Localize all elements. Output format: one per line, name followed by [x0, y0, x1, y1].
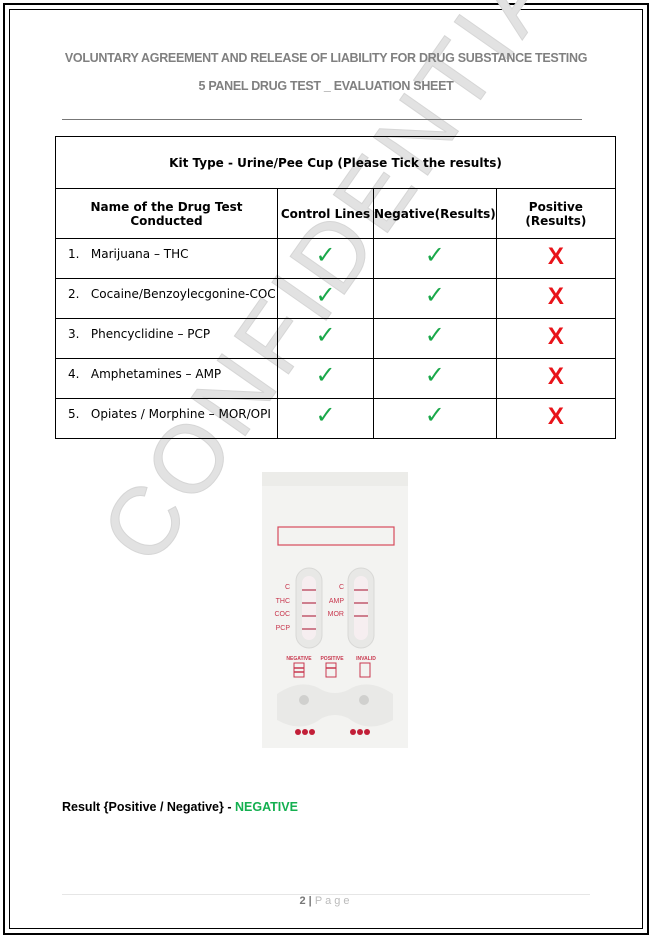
negative-cell[interactable]: ✓	[373, 358, 497, 399]
page-word: Page	[314, 895, 353, 907]
check-icon: ✓	[424, 241, 445, 269]
check-icon: ✓	[424, 401, 445, 429]
check-icon: ✓	[315, 321, 336, 349]
test-device-photo: C THC COC PCP C AMP MOR NEGATIVE POSITIV…	[262, 472, 408, 748]
positive-cell[interactable]: X	[495, 358, 617, 399]
page-num: 2	[299, 895, 306, 907]
cross-icon: X	[547, 363, 564, 390]
col-header-name: Name of the Drug Test Conducted	[55, 188, 278, 239]
table-row: 1. Marijuana – THC ✓ ✓ X	[55, 238, 617, 279]
drug-name: 2. Cocaine/Benzoylecgonine-COC	[55, 278, 278, 319]
page-border-outer	[3, 3, 649, 935]
doc-title: VOLUNTARY AGREEMENT AND RELEASE OF LIABI…	[64, 51, 588, 65]
drug-name: 3. Phencyclidine – PCP	[55, 318, 278, 359]
negative-cell[interactable]: ✓	[373, 318, 497, 359]
table-row: 4. Amphetamines – AMP ✓ ✓ X	[55, 358, 617, 399]
header-rule	[62, 119, 582, 120]
negative-cell[interactable]: ✓	[373, 278, 497, 319]
positive-cell[interactable]: X	[495, 278, 617, 319]
label-thc: THC	[276, 598, 290, 605]
result-value: NEGATIVE	[234, 800, 298, 814]
check-icon: ✓	[315, 361, 336, 389]
label-pcp: PCP	[276, 625, 291, 632]
label-c-right: C	[339, 584, 344, 591]
page-number: 2 | Page	[0, 895, 652, 907]
cross-icon: X	[547, 243, 564, 270]
legend-negative: NEGATIVE	[286, 656, 312, 662]
table-row: 2. Cocaine/Benzoylecgonine-COC ✓ ✓ X	[55, 278, 617, 319]
label-c-left: C	[285, 584, 290, 591]
col-header-positive: Positive (Results)	[495, 188, 617, 239]
result-label: Result {Positive / Negative} -	[62, 800, 235, 814]
label-amp: AMP	[329, 598, 345, 605]
check-icon: ✓	[424, 321, 445, 349]
col-header-control: Control Lines	[277, 188, 374, 239]
drug-name: 1. Marijuana – THC	[55, 238, 278, 279]
control-cell[interactable]: ✓	[277, 318, 374, 359]
table-title: Kit Type - Urine/Pee Cup (Please Tick th…	[55, 136, 616, 189]
check-icon: ✓	[315, 281, 336, 309]
footer-rule	[62, 894, 590, 895]
control-cell[interactable]: ✓	[277, 398, 374, 439]
cross-icon: X	[547, 283, 564, 310]
label-mor: MOR	[328, 611, 344, 618]
cross-icon: X	[547, 403, 564, 430]
legend-positive: POSITIVE	[320, 656, 344, 662]
results-table: Kit Type - Urine/Pee Cup (Please Tick th…	[55, 136, 617, 439]
positive-cell[interactable]: X	[495, 238, 617, 279]
drug-name: 5. Opiates / Morphine – MOR/OPI	[55, 398, 278, 439]
legend-invalid: INVALID	[356, 656, 376, 662]
negative-cell[interactable]: ✓	[373, 398, 497, 439]
check-icon: ✓	[424, 361, 445, 389]
check-icon: ✓	[424, 281, 445, 309]
control-cell[interactable]: ✓	[277, 238, 374, 279]
drug-name: 4. Amphetamines – AMP	[55, 358, 278, 399]
negative-cell[interactable]: ✓	[373, 238, 497, 279]
positive-cell[interactable]: X	[495, 318, 617, 359]
control-cell[interactable]: ✓	[277, 358, 374, 399]
cross-icon: X	[547, 323, 564, 350]
col-header-negative: Negative(Results)	[373, 188, 497, 239]
check-icon: ✓	[315, 401, 336, 429]
page-border-inner	[9, 9, 643, 929]
doc-subtitle: 5 PANEL DRUG TEST _ EVALUATION SHEET	[198, 79, 454, 93]
result-line: Result {Positive / Negative} - NEGATIVE	[62, 800, 298, 814]
page-sep: |	[305, 895, 315, 907]
label-coc: COC	[274, 611, 290, 618]
control-cell[interactable]: ✓	[277, 278, 374, 319]
table-row: 3. Phencyclidine – PCP ✓ ✓ X	[55, 318, 617, 359]
table-row: 5. Opiates / Morphine – MOR/OPI ✓ ✓ X	[55, 398, 617, 439]
check-icon: ✓	[315, 241, 336, 269]
positive-cell[interactable]: X	[495, 398, 617, 439]
